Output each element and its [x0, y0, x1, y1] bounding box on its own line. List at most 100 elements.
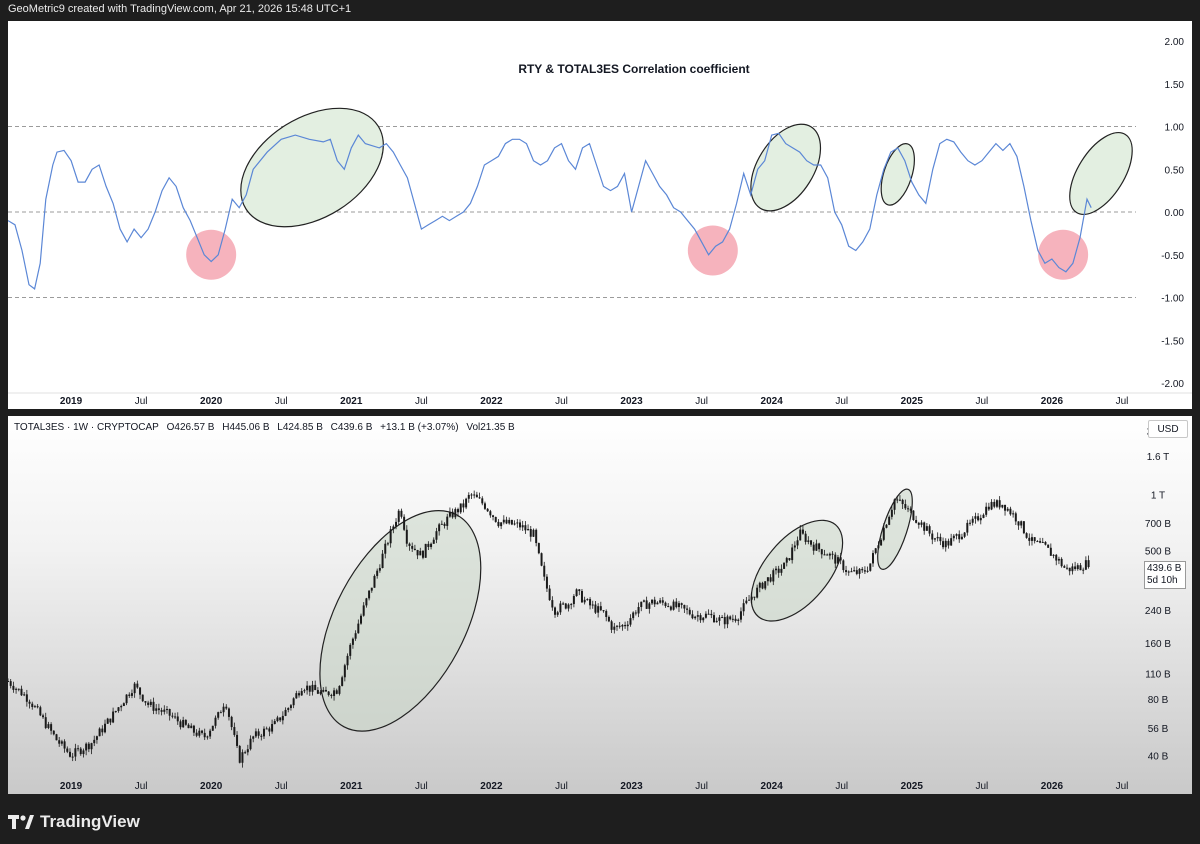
candle-body: [613, 626, 616, 630]
legend-volume: Vol21.35 B: [466, 422, 515, 433]
chart-header-text: GeoMetric9 created with TradingView.com,…: [8, 3, 352, 15]
candle-body: [1006, 508, 1009, 511]
candle-body: [540, 553, 543, 566]
candle-body: [1082, 569, 1085, 571]
candle-body: [831, 553, 834, 555]
candle-body: [713, 615, 716, 623]
candle-body: [774, 568, 777, 571]
candle-body: [570, 604, 573, 606]
candle-body: [381, 553, 384, 568]
correlation-chart-svg: RTY & TOTAL3ES Correlation coefficient 2.…: [8, 37, 1192, 407]
candle-body: [591, 604, 594, 606]
candle-body: [20, 688, 23, 696]
candle-body: [656, 602, 659, 605]
candle-body: [745, 600, 748, 604]
candle-body: [521, 525, 524, 528]
candle-body: [1017, 521, 1020, 526]
x-tick-label: Jul: [135, 396, 148, 407]
candle-body: [969, 522, 972, 524]
candle-body: [168, 709, 171, 716]
candle-body: [1057, 558, 1060, 561]
legend-symbol[interactable]: TOTAL3ES · 1W · CRYPTOCAP: [14, 422, 159, 433]
candle-body: [1033, 537, 1036, 542]
candle-body: [139, 687, 142, 695]
tradingview-logo-text: TradingView: [40, 812, 140, 831]
candle-body: [513, 523, 516, 525]
candle-body: [545, 576, 548, 589]
candle-body: [384, 543, 387, 554]
candle-body: [793, 545, 796, 548]
x-tick-label: Jul: [1116, 396, 1129, 407]
candle-body: [985, 506, 988, 515]
y-tick-label: 80 B: [1148, 695, 1169, 706]
candle-body: [564, 603, 567, 609]
candle-body: [599, 606, 602, 611]
candle-body: [1060, 558, 1063, 567]
candle-body: [203, 732, 206, 738]
candle-body: [672, 601, 675, 610]
candle-body: [52, 730, 55, 735]
candle-body: [473, 494, 476, 496]
candle-body: [298, 693, 301, 696]
candle-body: [386, 543, 389, 545]
candle-body: [435, 531, 438, 540]
candle-body: [303, 690, 306, 692]
y-tick-label: 240 B: [1145, 606, 1171, 617]
candle-body: [516, 522, 519, 524]
x-tick-label: 2025: [901, 396, 924, 407]
candle-body: [616, 625, 619, 627]
candle-body: [683, 604, 686, 609]
candle-body: [942, 541, 945, 548]
y-tick-label: -1.00: [1161, 294, 1184, 305]
candle-body: [419, 550, 422, 556]
candle-body: [909, 508, 912, 511]
candle-body: [799, 529, 802, 541]
candle-body: [664, 602, 667, 607]
candle-body: [252, 736, 255, 739]
candle-body: [17, 688, 20, 690]
candle-body: [907, 508, 910, 510]
x-tick-label: Jul: [695, 781, 708, 792]
green-ellipse-annotation: [319, 510, 482, 732]
tradingview-logo[interactable]: TradingView: [8, 810, 140, 834]
candle-body: [497, 521, 500, 527]
candle-body: [95, 736, 98, 740]
candle-body: [758, 582, 761, 588]
chart-title: RTY & TOTAL3ES Correlation coefficient: [518, 62, 749, 76]
candle-body: [457, 509, 460, 513]
candle-body: [66, 748, 69, 752]
candle-body: [120, 706, 123, 708]
candle-body: [998, 500, 1001, 508]
green-ellipse-annotation: [880, 143, 915, 206]
candle-body: [1022, 521, 1025, 534]
candle-body: [47, 724, 50, 728]
candle-body: [642, 600, 645, 602]
candle-body: [187, 724, 190, 729]
candle-body: [360, 615, 363, 624]
x-tick-label: 2024: [761, 396, 784, 407]
candle-body: [432, 539, 435, 544]
candle-body: [626, 624, 629, 627]
candle-body: [133, 683, 136, 694]
candle-body: [214, 717, 217, 726]
candle-body: [508, 519, 511, 524]
currency-button[interactable]: USD: [1148, 420, 1188, 438]
candle-body: [691, 614, 694, 619]
candle-body: [68, 751, 71, 757]
candle-body: [532, 529, 535, 537]
candle-body: [31, 703, 34, 707]
x-tick-label: Jul: [415, 396, 428, 407]
candle-body: [766, 577, 769, 582]
candle-body: [947, 540, 950, 546]
candle-body: [554, 607, 557, 615]
x-tick-label: Jul: [1116, 781, 1129, 792]
candle-body: [925, 526, 928, 531]
candle-body: [157, 708, 160, 711]
tradingview-logo-icon: [8, 815, 34, 829]
candle-body: [559, 603, 562, 613]
candle-body: [1071, 566, 1074, 572]
candle-body: [25, 694, 28, 702]
candle-body: [483, 503, 486, 509]
correlation-line: [8, 132, 1092, 290]
